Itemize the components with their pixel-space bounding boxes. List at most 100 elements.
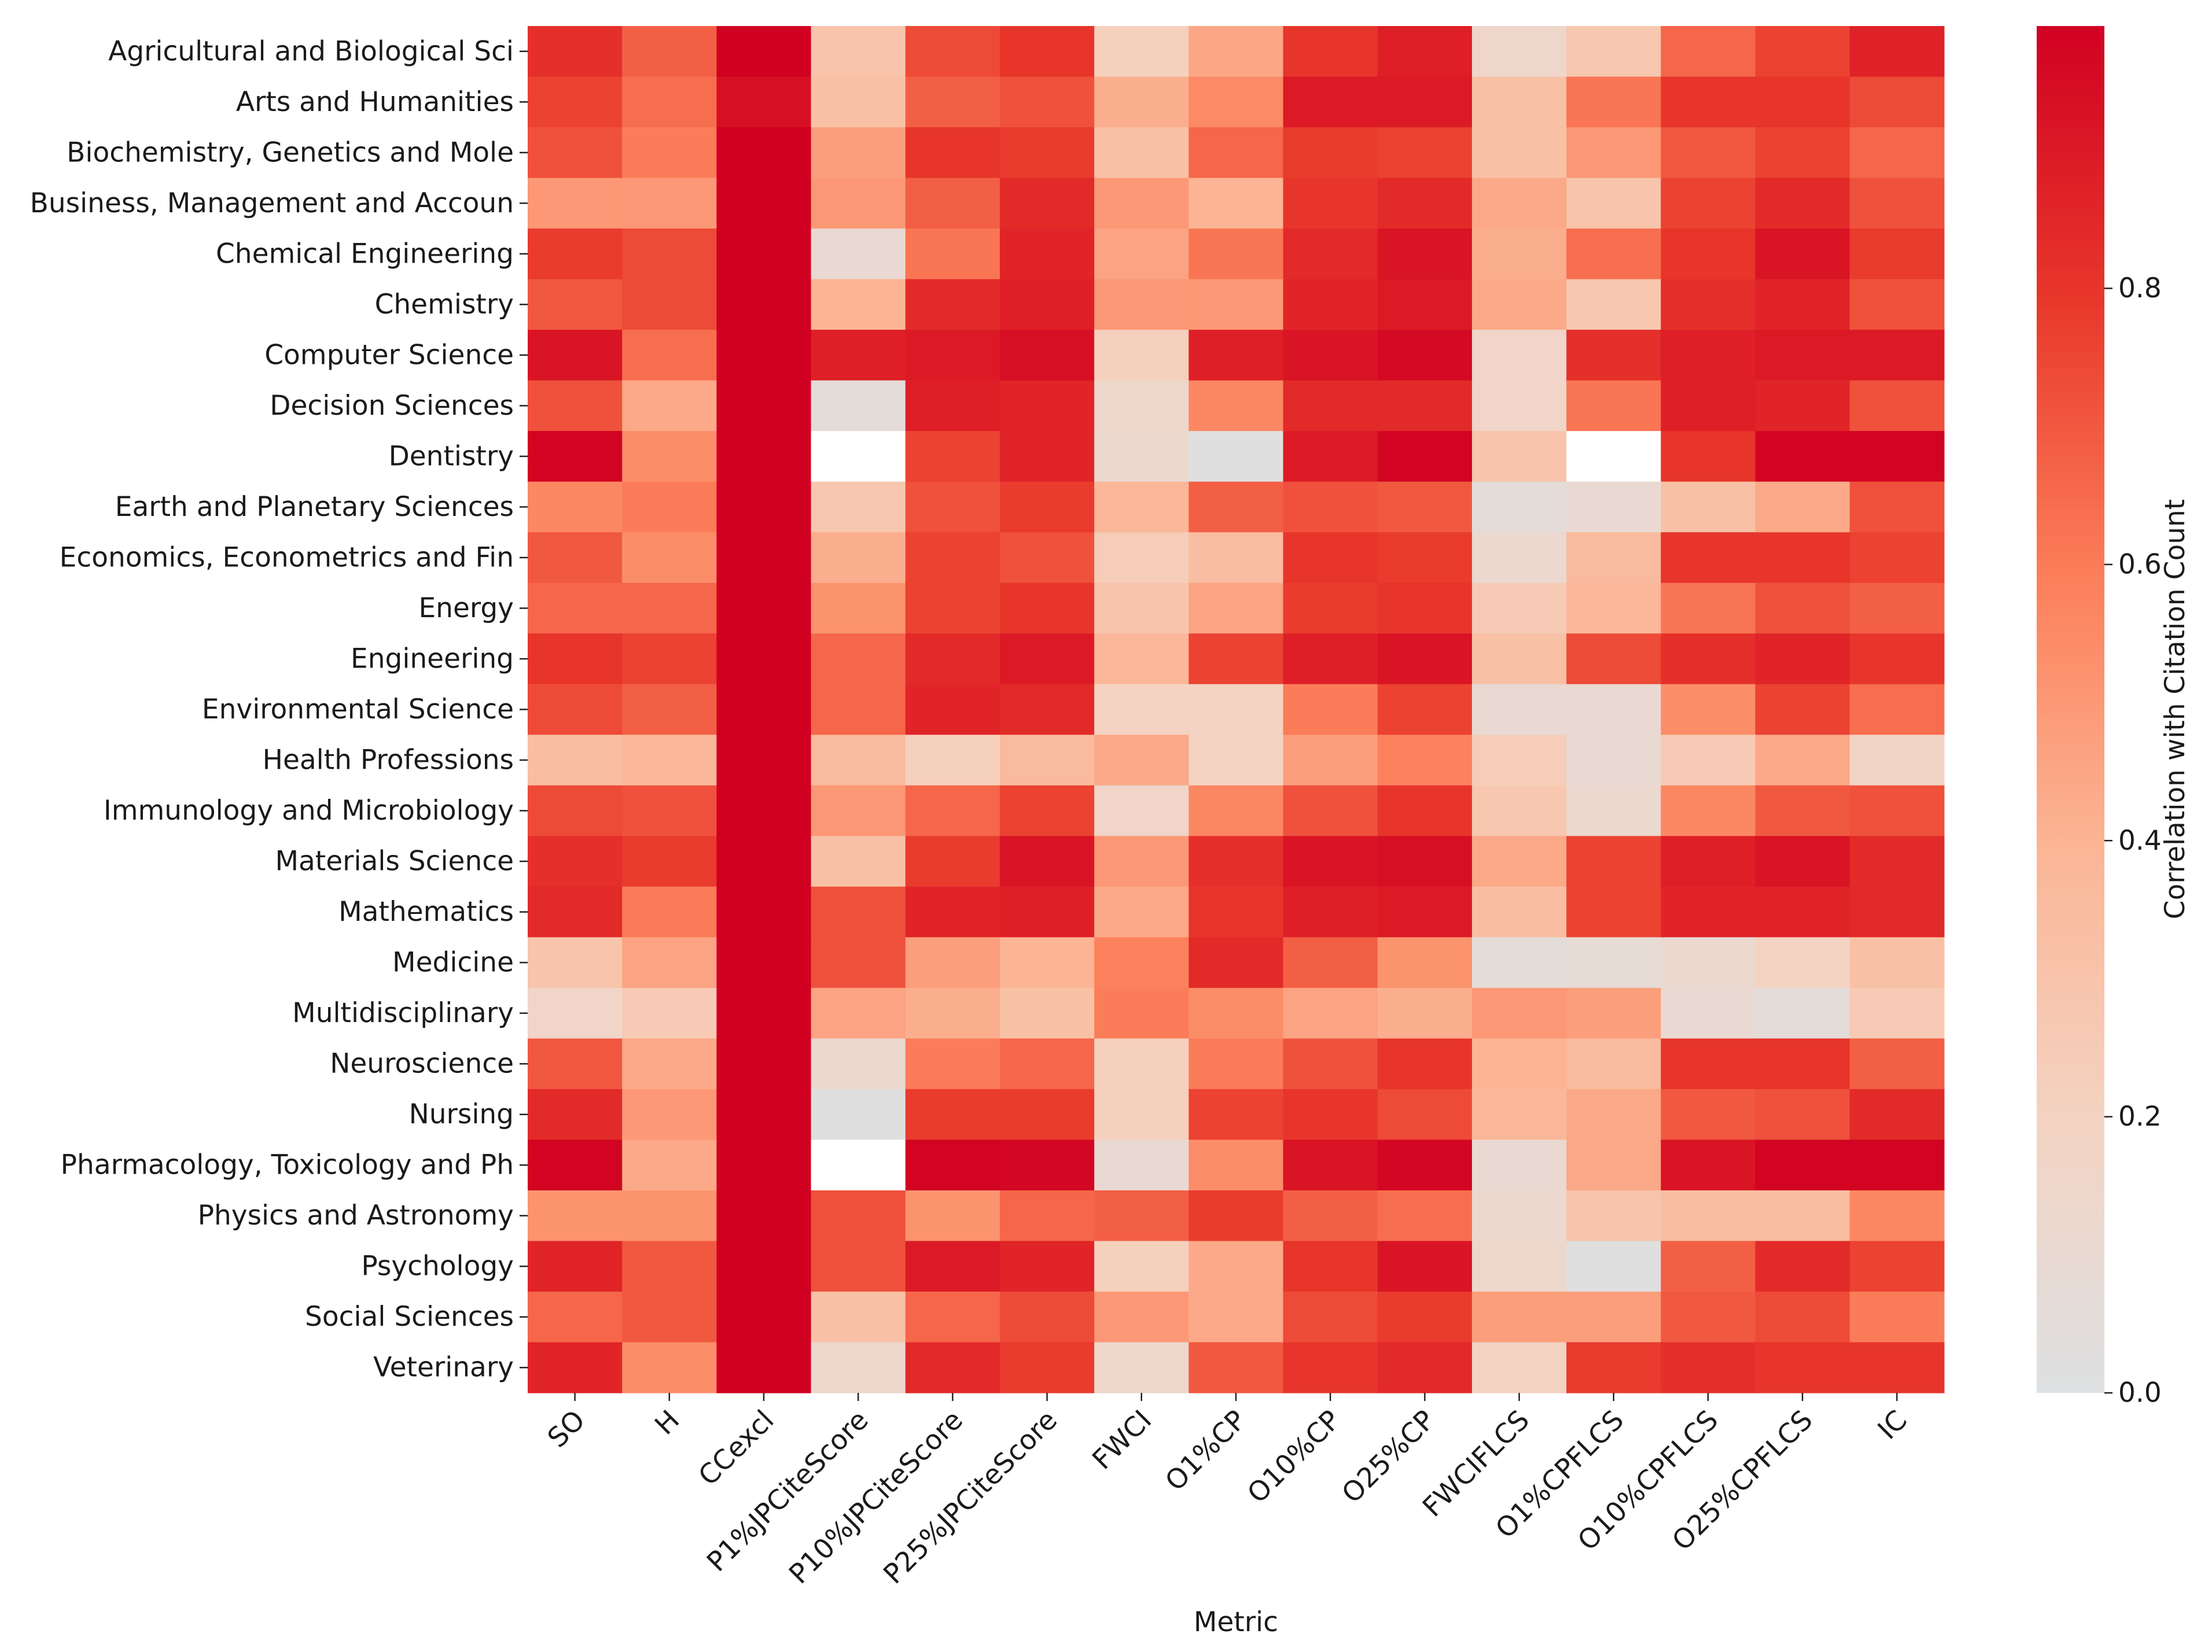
heatmap-cell — [622, 76, 717, 128]
heatmap-cell — [1755, 481, 1850, 533]
heatmap-cell — [905, 228, 1000, 280]
heatmap-cell — [811, 785, 906, 836]
heatmap-cell — [905, 836, 1000, 887]
heatmap-cell — [1849, 987, 1945, 1039]
heatmap-cell — [1566, 1342, 1661, 1393]
heatmap-cell — [528, 127, 623, 179]
heatmap-cell — [1377, 1140, 1473, 1191]
heatmap-cell — [1283, 431, 1378, 482]
heatmap-cell — [1661, 127, 1756, 179]
heatmap-cell — [1188, 76, 1284, 128]
heatmap-cell — [1000, 987, 1095, 1039]
heatmap-cell — [1377, 76, 1473, 128]
heatmap-cell — [1094, 1342, 1189, 1393]
heatmap-cell — [1094, 76, 1189, 128]
heatmap-cell — [1000, 228, 1095, 280]
y-tick-label: Economics, Econometrics and Fin — [60, 541, 514, 573]
heatmap-cell — [1661, 481, 1756, 533]
heatmap-cell — [1283, 26, 1378, 78]
heatmap-cell — [1188, 987, 1284, 1039]
heatmap-cell — [811, 1241, 906, 1292]
heatmap-cell — [1283, 1342, 1378, 1393]
heatmap-cell — [716, 76, 812, 128]
heatmap-cell — [1849, 582, 1945, 634]
heatmap-cell — [1283, 481, 1378, 533]
heatmap-cell — [1188, 1089, 1284, 1141]
heatmap-cell — [1849, 481, 1945, 533]
heatmap-cell — [1566, 431, 1661, 482]
heatmap-cell — [1000, 127, 1095, 179]
heatmap-cell — [1566, 26, 1661, 78]
heatmap-cell — [811, 987, 906, 1039]
y-tick-label: Environmental Science — [202, 694, 514, 725]
heatmap-cell — [622, 1241, 717, 1292]
heatmap-cell — [1472, 836, 1567, 887]
heatmap-cell — [1188, 1342, 1284, 1393]
heatmap-cell — [1566, 1190, 1661, 1242]
heatmap-cell — [1566, 481, 1661, 533]
heatmap-cell — [1849, 431, 1945, 482]
heatmap-cells — [528, 26, 1945, 1393]
heatmap-cell — [1472, 735, 1567, 786]
heatmap-cell — [1661, 1190, 1756, 1242]
heatmap-cell — [716, 481, 812, 533]
heatmap-cell — [1377, 836, 1473, 887]
y-tick-label: Chemistry — [375, 289, 514, 320]
colorbar-title: Correlation with Citation Count — [2159, 499, 2191, 919]
heatmap-cell — [622, 1140, 717, 1191]
y-tick-label: Social Sciences — [305, 1301, 514, 1333]
heatmap-cell — [1188, 228, 1284, 280]
y-tick-label: Business, Management and Accoun — [30, 187, 514, 219]
colorbar — [2037, 26, 2104, 1393]
heatmap-cell — [528, 1140, 623, 1191]
heatmap-cell — [905, 431, 1000, 482]
heatmap-cell — [1849, 76, 1945, 128]
heatmap-cell — [1283, 937, 1378, 989]
heatmap-cell — [905, 330, 1000, 381]
heatmap-cell — [1472, 1089, 1567, 1141]
heatmap-cell — [811, 1291, 906, 1343]
heatmap-cell — [1377, 1291, 1473, 1343]
heatmap-cell — [1661, 633, 1756, 685]
heatmap-cell — [716, 785, 812, 836]
x-tick-label: P25%JPCiteScore — [877, 1404, 1063, 1591]
heatmap-cell — [1283, 987, 1378, 1039]
heatmap-cell — [1472, 937, 1567, 989]
heatmap-cell — [1000, 178, 1095, 229]
heatmap-cell — [716, 178, 812, 229]
heatmap-cell — [716, 836, 812, 887]
heatmap-cell — [622, 1089, 717, 1141]
heatmap-cell — [1283, 1190, 1378, 1242]
heatmap-cell — [1188, 1140, 1284, 1191]
heatmap-cell — [622, 228, 717, 280]
heatmap-cell — [1283, 1140, 1378, 1191]
heatmap-cell — [1000, 1089, 1095, 1141]
heatmap-cell — [622, 1190, 717, 1242]
heatmap-cell — [1000, 886, 1095, 938]
heatmap-cell — [1472, 633, 1567, 685]
heatmap-cell — [1472, 785, 1567, 836]
heatmap-cell — [1000, 1291, 1095, 1343]
heatmap-cell — [811, 228, 906, 280]
heatmap-cell — [811, 1190, 906, 1242]
heatmap-cell — [905, 1241, 1000, 1292]
heatmap-cell — [1755, 684, 1850, 735]
heatmap-cell — [528, 279, 623, 330]
heatmap-cell — [622, 279, 717, 330]
heatmap-cell — [1661, 26, 1756, 78]
heatmap-cell — [528, 178, 623, 229]
heatmap-cell — [1661, 735, 1756, 786]
heatmap-cell — [1188, 26, 1284, 78]
y-tick-label: Energy — [418, 592, 514, 624]
heatmap-cell — [528, 481, 623, 533]
heatmap-cell — [528, 1190, 623, 1242]
heatmap-cell — [1566, 735, 1661, 786]
heatmap-cell — [1094, 886, 1189, 938]
heatmap-cell — [811, 279, 906, 330]
heatmap-cell — [1377, 1342, 1473, 1393]
heatmap-cell — [1094, 1241, 1189, 1292]
heatmap-cell — [1755, 1038, 1850, 1090]
heatmap-cell — [1849, 1140, 1945, 1191]
heatmap-cell — [1472, 228, 1567, 280]
x-axis-title: Metric — [1194, 1606, 1278, 1638]
